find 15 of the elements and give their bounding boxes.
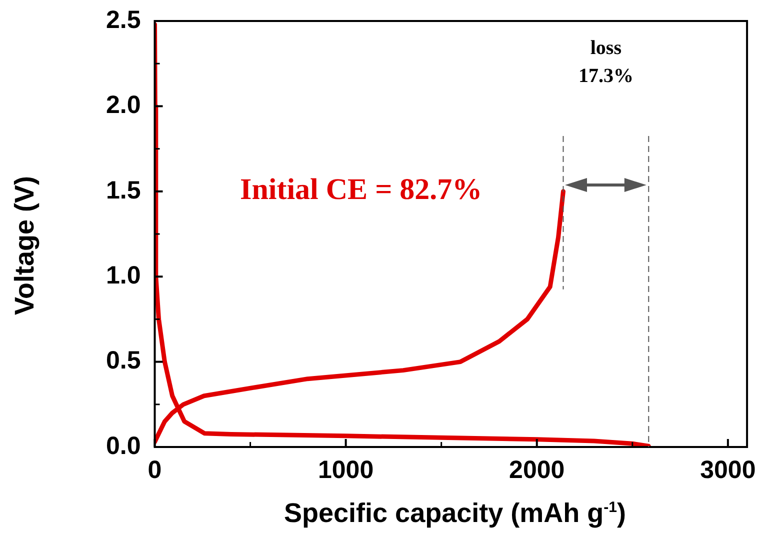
x-tick-label: 3000: [700, 456, 756, 484]
y-tick-label: 1.0: [106, 261, 141, 290]
y-tick-label: 0.0: [106, 432, 141, 460]
y-tick-label: 1.5: [106, 176, 141, 204]
x-axis-title: Specific capacity (mAh g$^{-1}$): [283, 498, 627, 529]
y-tick-label: 2.0: [106, 91, 141, 120]
x-tick-label: 2000: [509, 456, 565, 484]
y-axis-title: Voltage (V): [10, 175, 40, 318]
annotation: loss: [590, 37, 622, 60]
x-tick-label: 1000: [318, 456, 374, 484]
y-tick-label: 2.5: [106, 6, 141, 34]
x-tick-label: 0: [148, 456, 162, 484]
annotation: Initial CE = 82.7%: [240, 173, 482, 206]
annotation: 17.3%: [578, 65, 634, 88]
y-tick-label: 0.5: [106, 346, 141, 375]
